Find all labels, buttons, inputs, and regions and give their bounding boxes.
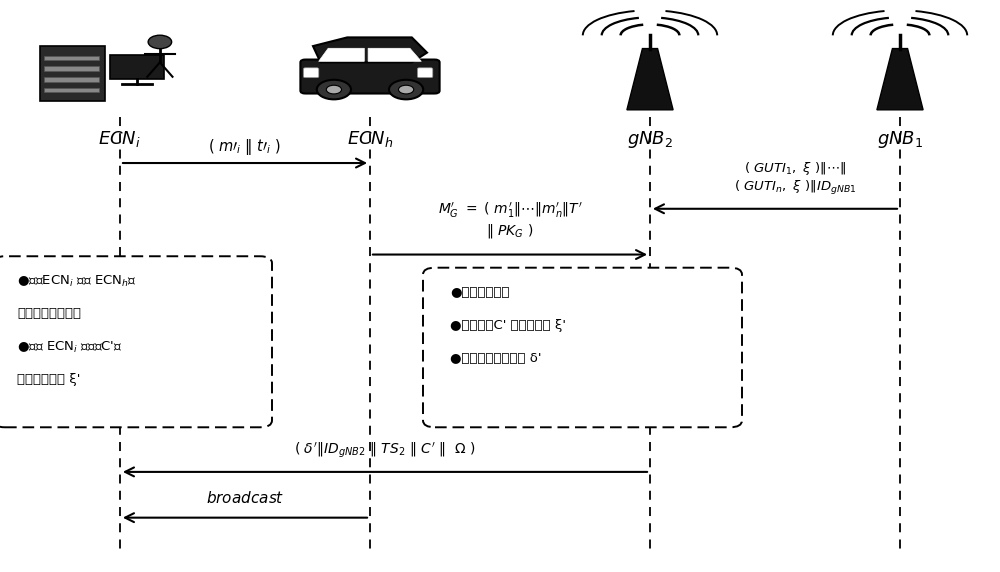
Text: $\mathit{gNB}$$_{\mathit{2}}$: $\mathit{gNB}$$_{\mathit{2}}$ [627,129,673,150]
Circle shape [389,80,423,100]
Polygon shape [368,48,421,61]
Circle shape [326,85,342,94]
Text: ●每个 ECN$_i$ 从密文C'中: ●每个 ECN$_i$ 从密文C'中 [17,340,122,355]
Text: ●计算密文C' 和会话密钥 ξ': ●计算密文C' 和会话密钥 ξ' [450,319,566,332]
Text: $\mathit{M^{\prime}_{G}\ =\ (\ m^{\prime}_{1}\Vert\cdots\Vert m^{\prime}_{n}\Ver: $\mathit{M^{\prime}_{G}\ =\ (\ m^{\prime… [438,201,582,240]
FancyBboxPatch shape [417,68,433,78]
Text: $\mathit{(\ m\prime_{i}\ \Vert\ t\prime_{i}\ )}$: $\mathit{(\ m\prime_{i}\ \Vert\ t\prime_… [208,137,282,157]
FancyBboxPatch shape [44,77,99,82]
FancyBboxPatch shape [44,66,99,71]
Polygon shape [313,37,427,62]
Text: $\mathit{ECN}$$_{\mathit{i}}$: $\mathit{ECN}$$_{\mathit{i}}$ [98,129,142,149]
Polygon shape [877,49,923,110]
Text: 提取会话密钥 ξ': 提取会话密钥 ξ' [17,373,80,386]
Text: ●验证群组身份: ●验证群组身份 [450,286,510,299]
FancyBboxPatch shape [423,268,742,427]
Text: 播的消息的正确性: 播的消息的正确性 [17,307,81,320]
Circle shape [398,85,414,94]
Text: $\mathit{gNB}$$_{\mathit{1}}$: $\mathit{gNB}$$_{\mathit{1}}$ [877,129,923,150]
Text: $\mathit{(\ GUTI_{1},\ \xi\ )\Vert\cdots\Vert}$
$\mathit{(\ GUTI_{n},\ \xi\ )\Ve: $\mathit{(\ GUTI_{1},\ \xi\ )\Vert\cdots… [734,160,856,197]
Polygon shape [319,48,364,61]
Polygon shape [627,49,673,110]
FancyBboxPatch shape [0,256,272,427]
Text: $\mathit{ECN}$$_{\mathit{h}}$: $\mathit{ECN}$$_{\mathit{h}}$ [347,129,393,149]
Text: $\mathit{broadcast}$: $\mathit{broadcast}$ [206,490,284,506]
Text: $\mathit{(\ \delta^{\prime}\Vert ID_{gNB2}\ \Vert\ TS_{2}\ \Vert\ C^{\prime}\ \V: $\mathit{(\ \delta^{\prime}\Vert ID_{gNB… [294,441,476,460]
Circle shape [317,80,351,100]
FancyBboxPatch shape [110,55,164,79]
Text: ●使用私钥生成签名 δ': ●使用私钥生成签名 δ' [450,352,542,366]
FancyBboxPatch shape [303,68,319,78]
Circle shape [148,35,172,49]
Text: ●每个ECN$_i$ 检查 ECN$_h$广: ●每个ECN$_i$ 检查 ECN$_h$广 [17,273,137,288]
FancyBboxPatch shape [300,59,440,93]
FancyBboxPatch shape [40,46,105,101]
FancyBboxPatch shape [44,88,99,92]
FancyBboxPatch shape [44,55,99,60]
